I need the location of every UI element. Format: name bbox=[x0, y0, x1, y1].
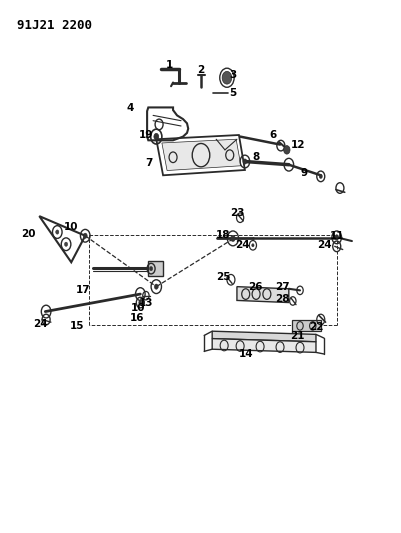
Polygon shape bbox=[162, 139, 240, 171]
Text: 23: 23 bbox=[229, 208, 243, 219]
Text: 18: 18 bbox=[215, 230, 230, 240]
Circle shape bbox=[251, 244, 253, 247]
Circle shape bbox=[83, 233, 87, 238]
Text: 5: 5 bbox=[229, 87, 236, 98]
Text: 9: 9 bbox=[300, 168, 307, 178]
Text: 17: 17 bbox=[76, 285, 90, 295]
Circle shape bbox=[283, 146, 289, 154]
Text: 13: 13 bbox=[138, 297, 153, 308]
Circle shape bbox=[154, 284, 158, 289]
Polygon shape bbox=[236, 287, 288, 303]
Circle shape bbox=[318, 174, 322, 179]
Text: 3: 3 bbox=[229, 70, 236, 79]
Circle shape bbox=[56, 230, 59, 234]
Text: 20: 20 bbox=[21, 229, 36, 239]
Text: 15: 15 bbox=[70, 321, 84, 331]
Text: 22: 22 bbox=[309, 322, 323, 333]
Bar bbox=[291, 319, 320, 331]
Text: 4: 4 bbox=[126, 103, 133, 114]
Text: 26: 26 bbox=[247, 281, 261, 292]
Circle shape bbox=[154, 133, 158, 140]
Text: 2: 2 bbox=[197, 66, 204, 75]
Circle shape bbox=[334, 235, 338, 240]
Circle shape bbox=[64, 242, 67, 246]
Circle shape bbox=[149, 266, 152, 271]
Text: 12: 12 bbox=[290, 140, 304, 150]
Text: 24: 24 bbox=[33, 319, 48, 329]
Text: 16: 16 bbox=[130, 313, 144, 324]
Text: 1: 1 bbox=[165, 60, 172, 70]
Text: 91J21 2200: 91J21 2200 bbox=[17, 19, 92, 33]
Text: 21: 21 bbox=[290, 332, 304, 342]
Circle shape bbox=[230, 235, 235, 241]
Text: 6: 6 bbox=[269, 130, 276, 140]
Bar bbox=[148, 261, 163, 276]
Text: 28: 28 bbox=[275, 294, 290, 304]
Text: 19: 19 bbox=[138, 130, 153, 140]
Text: 24: 24 bbox=[235, 240, 249, 251]
Text: 10: 10 bbox=[64, 222, 78, 232]
Circle shape bbox=[222, 71, 231, 84]
Polygon shape bbox=[212, 338, 315, 352]
Text: 24: 24 bbox=[317, 240, 331, 251]
Circle shape bbox=[242, 159, 246, 164]
Text: 27: 27 bbox=[275, 281, 290, 292]
Circle shape bbox=[138, 301, 142, 305]
Text: 10: 10 bbox=[130, 303, 145, 313]
Text: 11: 11 bbox=[330, 231, 344, 241]
Text: 25: 25 bbox=[215, 272, 230, 282]
Polygon shape bbox=[212, 331, 315, 342]
Text: 14: 14 bbox=[238, 349, 252, 359]
Text: 8: 8 bbox=[252, 152, 259, 162]
Text: 7: 7 bbox=[145, 158, 152, 168]
